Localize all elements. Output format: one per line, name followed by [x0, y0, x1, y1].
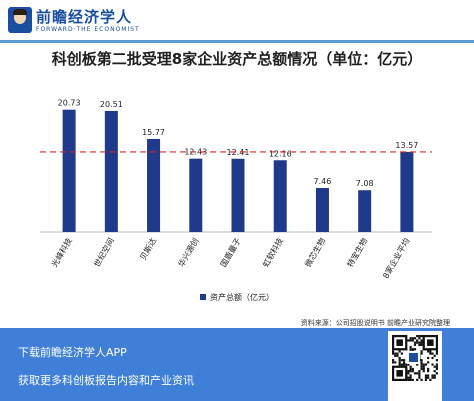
data-label-8: 7.08 [356, 179, 374, 188]
brand-subtitle: FORWARD·THE ECONOMIST [36, 26, 140, 33]
data-label-6: 12.16 [269, 149, 292, 158]
bar-8 [358, 190, 372, 232]
chart-title: 科创板第二批受理8家企业资产总额情况（单位：亿元） [51, 50, 423, 68]
bar-7 [315, 187, 329, 232]
tick-label-7: 微芯生物 [303, 236, 328, 269]
legend-label: 资产总额（亿元） [210, 292, 274, 302]
tick-label-6: 虹软科技 [260, 236, 285, 269]
bar-6 [273, 160, 287, 232]
data-label-2: 20.51 [100, 100, 123, 109]
header-divider [0, 40, 474, 43]
bar-4 [189, 158, 203, 232]
tick-label-9: 8家企业平均 [380, 236, 411, 280]
bar-3 [147, 138, 161, 232]
bar-1 [62, 109, 76, 232]
tick-label-5: 国盾量子 [218, 236, 243, 269]
legend-swatch [200, 294, 206, 300]
bar-9 [400, 151, 414, 232]
footer-promo-text: 获取更多科创板报告内容和产业资讯 [18, 374, 194, 387]
data-label-9: 13.57 [395, 141, 418, 150]
bar-2 [104, 110, 118, 232]
source-note: 资料来源：公司招股说明书 前瞻产业研究院整理 [300, 319, 450, 327]
footer-download-text: 下载前瞻经济学人APP [18, 346, 127, 359]
tick-label-1: 光峰科技 [49, 236, 74, 269]
data-label-3: 15.77 [142, 128, 165, 137]
tick-label-4: 华兴源创 [176, 236, 201, 269]
header: 前瞻经济学人 FORWARD·THE ECONOMIST [0, 0, 474, 44]
data-label-1: 20.73 [58, 99, 81, 108]
bar-5 [231, 158, 245, 232]
qr-code[interactable] [388, 331, 442, 401]
tick-label-3: 贝斯达 [138, 236, 159, 262]
tick-label-8: 特宝生物 [345, 236, 370, 269]
data-label-5: 12.41 [227, 148, 250, 157]
brand-logo-icon [8, 7, 32, 33]
brand-name: 前瞻经济学人 [36, 8, 133, 26]
data-label-7: 7.46 [314, 177, 332, 186]
tick-label-2: 世纪空间 [91, 236, 116, 269]
bar-chart: 20.73光峰科技20.51世纪空间15.77贝斯达12.43华兴源创12.41… [40, 99, 432, 302]
